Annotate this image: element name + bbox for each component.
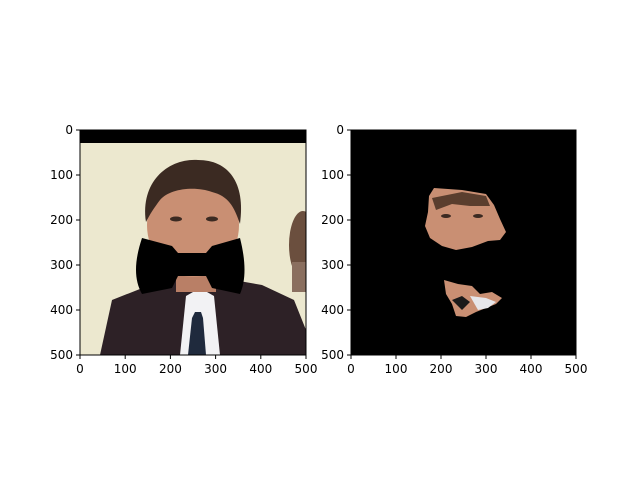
- left-image-panel-ytick-label: 300: [50, 258, 73, 272]
- left-image-panel-xtick-label: 100: [114, 362, 137, 376]
- left-image-panel-ytick-label: 500: [50, 348, 73, 362]
- right-image-panel-xtick-label: 300: [475, 362, 498, 376]
- left-image-panel-ytick-label: 0: [65, 123, 73, 137]
- left-image-panel-xtick-label: 500: [295, 362, 318, 376]
- left-image-panel-ytick-label: 100: [50, 168, 73, 182]
- left-image-panel-xtick-label: 300: [204, 362, 227, 376]
- right-image-panel-xtick-label: 500: [565, 362, 588, 376]
- right-image-panel-ytick-label: 0: [336, 123, 344, 137]
- left-photo: [80, 130, 306, 355]
- right-image-panel-ytick-label: 100: [321, 168, 344, 182]
- right-image-panel-xtick-label: 200: [430, 362, 453, 376]
- right-image-panel-xtick-label: 100: [385, 362, 408, 376]
- left-image-panel-ytick-label: 400: [50, 303, 73, 317]
- top-mask-band: [80, 130, 306, 143]
- left-image-panel-ytick-label: 200: [50, 213, 73, 227]
- right-image-panel-ytick-label: 200: [321, 213, 344, 227]
- right-image-panel-ytick-label: 400: [321, 303, 344, 317]
- left-image-panel-xtick-label: 200: [159, 362, 182, 376]
- right-axes-frame: [350, 129, 577, 356]
- tie: [188, 312, 206, 355]
- right-image-panel-ytick-label: 500: [321, 348, 344, 362]
- left-axes-frame: [79, 129, 307, 356]
- bowtie-mask: [136, 238, 245, 294]
- left-image-panel-xtick-label: 400: [249, 362, 272, 376]
- right-image-panel-xtick-label: 400: [520, 362, 543, 376]
- right-image-panel-ytick-label: 300: [321, 258, 344, 272]
- right-photo: [351, 130, 576, 355]
- right-image-panel-xtick-label: 0: [347, 362, 355, 376]
- left-image-panel-xtick-label: 0: [76, 362, 84, 376]
- hair: [145, 159, 242, 224]
